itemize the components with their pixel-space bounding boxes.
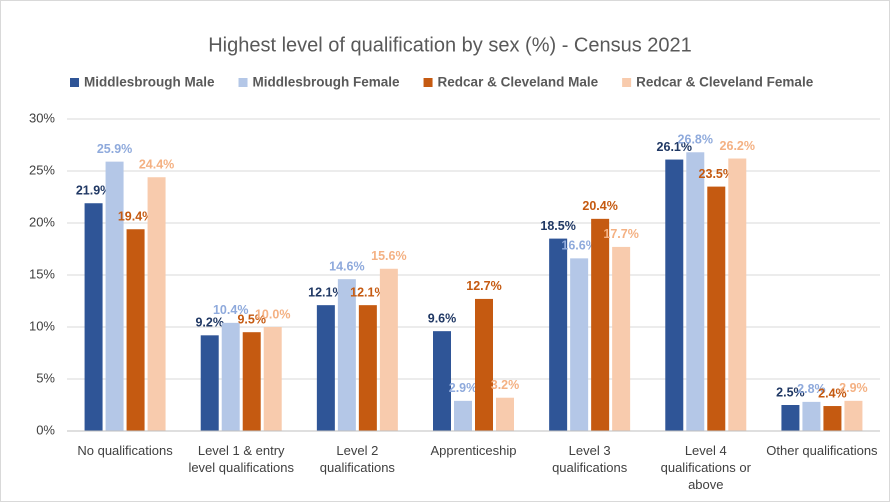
data-label: 26.1% (657, 140, 692, 154)
data-label: 19.4% (118, 210, 153, 224)
legend-label: Redcar & Cleveland Female (636, 75, 814, 90)
x-tick-label: Other qualifications (766, 443, 878, 458)
x-tick-label: Level 3 qualifications (552, 443, 628, 475)
data-label: 12.1% (350, 285, 385, 299)
bar (126, 229, 145, 431)
legend-label: Middlesbrough Female (253, 75, 401, 90)
legend-swatch (423, 78, 433, 87)
bar (802, 401, 821, 431)
data-label: 26.8% (678, 133, 713, 147)
bar (454, 400, 472, 431)
bar (591, 218, 610, 431)
data-label: 20.4% (582, 199, 617, 213)
bar (221, 322, 240, 431)
data-label: 18.5% (540, 219, 575, 233)
data-label: 25.9% (97, 142, 132, 156)
bar (728, 158, 747, 431)
data-label: 17.7% (603, 227, 638, 241)
data-label: 16.6% (561, 239, 596, 253)
data-label: 9.5% (237, 312, 266, 326)
y-tick-label: 5% (36, 370, 55, 385)
data-label: 2.5% (776, 385, 805, 399)
bar (475, 298, 493, 431)
bar (707, 186, 726, 431)
bar (84, 203, 103, 431)
y-tick-label: 25% (29, 162, 55, 177)
y-tick-label: 20% (29, 214, 55, 229)
bar (549, 238, 568, 431)
bar (823, 406, 842, 431)
data-label: 26.2% (720, 139, 755, 153)
y-tick-label: 15% (29, 266, 55, 281)
bar (358, 305, 377, 431)
y-tick-label: 30% (29, 110, 55, 125)
bar (242, 332, 261, 431)
y-tick-label: 0% (36, 422, 55, 437)
bar (665, 159, 684, 431)
bar (147, 177, 166, 431)
x-tick-label: Level 2 qualifications (319, 443, 395, 475)
data-label: 10.0% (255, 307, 290, 321)
bar (496, 397, 514, 431)
y-tick-label: 10% (29, 318, 55, 333)
legend-label: Middlesbrough Male (84, 75, 215, 90)
bar (433, 331, 451, 431)
data-label: 2.8% (797, 382, 826, 396)
data-label: 2.9% (839, 381, 868, 395)
data-label: 9.2% (195, 316, 224, 330)
bar (844, 400, 863, 431)
bar (316, 305, 335, 431)
bar (570, 258, 589, 431)
legend-swatch (70, 78, 79, 87)
legend-swatch (622, 78, 632, 87)
data-label: 23.5% (699, 167, 734, 181)
bar (105, 161, 124, 431)
legend-swatch (238, 78, 248, 87)
x-tick-label: Level 4 qualifications or above (660, 443, 751, 492)
data-label: 9.6% (428, 311, 457, 325)
data-label: 24.4% (139, 158, 174, 172)
data-label: 14.6% (329, 259, 364, 273)
data-label: 15.6% (371, 249, 406, 263)
bar (337, 279, 356, 431)
x-tick-label: No qualifications (77, 443, 173, 458)
bar (686, 152, 705, 431)
x-tick-label: Apprenticeship (430, 443, 517, 458)
data-label: 3.2% (491, 378, 520, 392)
data-label: 10.4% (213, 303, 248, 317)
legend-label: Redcar & Cleveland Male (438, 75, 599, 90)
bar (781, 405, 800, 431)
bar (200, 335, 219, 431)
bar (612, 246, 631, 431)
bar (379, 268, 398, 431)
data-label: 2.9% (449, 381, 478, 395)
data-label: 12.1% (308, 285, 343, 299)
data-label: 21.9% (76, 184, 111, 198)
chart-title: Highest level of qualification by sex (%… (208, 34, 692, 56)
data-label: 12.7% (466, 279, 501, 293)
x-tick-label: Level 1 & entry level qualifications (188, 443, 294, 475)
data-label: 2.4% (818, 386, 847, 400)
bar (263, 327, 282, 431)
